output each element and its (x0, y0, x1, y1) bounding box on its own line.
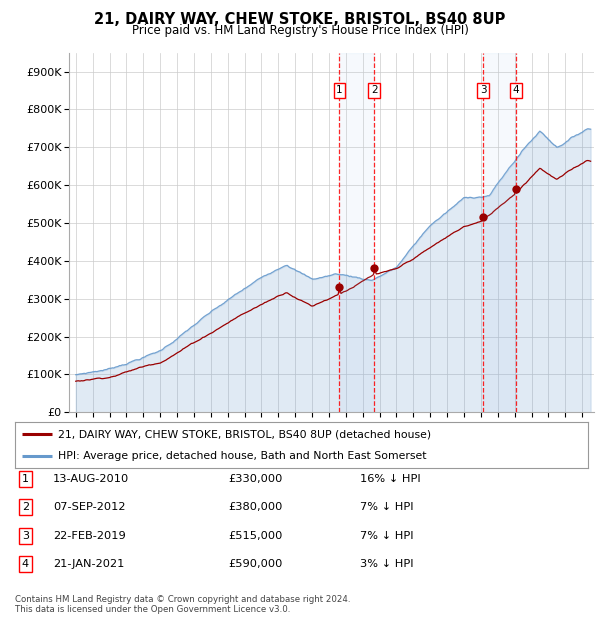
Text: £590,000: £590,000 (228, 559, 283, 569)
Bar (340, 53, 374, 412)
Text: 4: 4 (512, 86, 519, 95)
Text: Price paid vs. HM Land Registry's House Price Index (HPI): Price paid vs. HM Land Registry's House … (131, 24, 469, 37)
Text: 4: 4 (22, 559, 29, 569)
Text: 7% ↓ HPI: 7% ↓ HPI (360, 531, 413, 541)
Text: £330,000: £330,000 (228, 474, 283, 484)
Bar (483, 53, 515, 412)
Text: This data is licensed under the Open Government Licence v3.0.: This data is licensed under the Open Gov… (15, 604, 290, 614)
Text: 7% ↓ HPI: 7% ↓ HPI (360, 502, 413, 512)
Text: HPI: Average price, detached house, Bath and North East Somerset: HPI: Average price, detached house, Bath… (58, 451, 427, 461)
Text: 3: 3 (22, 531, 29, 541)
Text: 21, DAIRY WAY, CHEW STOKE, BRISTOL, BS40 8UP (detached house): 21, DAIRY WAY, CHEW STOKE, BRISTOL, BS40… (58, 429, 431, 439)
Text: 2: 2 (22, 502, 29, 512)
Text: 3: 3 (480, 86, 487, 95)
Text: 2: 2 (371, 86, 377, 95)
Text: 1: 1 (22, 474, 29, 484)
Text: 07-SEP-2012: 07-SEP-2012 (53, 502, 125, 512)
Text: 13-AUG-2010: 13-AUG-2010 (53, 474, 129, 484)
Text: £515,000: £515,000 (228, 531, 283, 541)
Text: 3% ↓ HPI: 3% ↓ HPI (360, 559, 413, 569)
Text: 1: 1 (336, 86, 343, 95)
Text: 22-FEB-2019: 22-FEB-2019 (53, 531, 125, 541)
Text: 21-JAN-2021: 21-JAN-2021 (53, 559, 124, 569)
Text: 21, DAIRY WAY, CHEW STOKE, BRISTOL, BS40 8UP: 21, DAIRY WAY, CHEW STOKE, BRISTOL, BS40… (94, 12, 506, 27)
Text: £380,000: £380,000 (228, 502, 283, 512)
Text: Contains HM Land Registry data © Crown copyright and database right 2024.: Contains HM Land Registry data © Crown c… (15, 595, 350, 604)
Text: 16% ↓ HPI: 16% ↓ HPI (360, 474, 421, 484)
